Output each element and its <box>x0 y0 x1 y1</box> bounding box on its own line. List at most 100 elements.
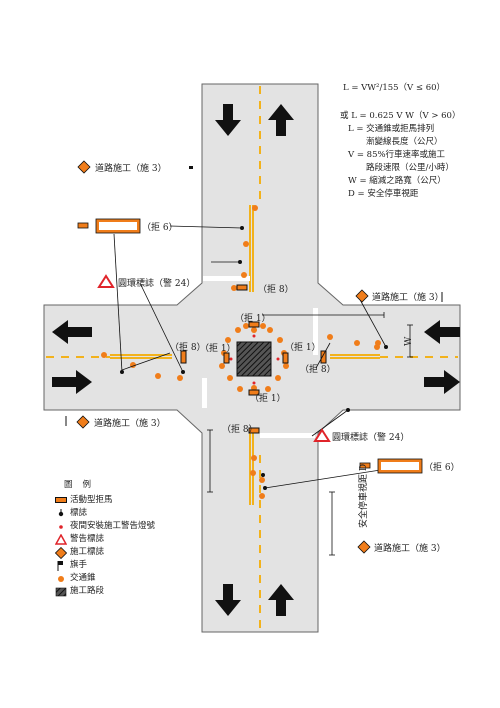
cone-icon <box>241 272 247 278</box>
barrier-8-label: （拒 8） <box>170 341 206 353</box>
width-mark: W <box>404 336 414 346</box>
center-lines <box>46 86 458 630</box>
sign-post-icon <box>52 508 70 519</box>
legend-item: 活動型拒馬 <box>52 494 155 507</box>
legend-label: 警告標誌 <box>70 534 105 544</box>
cone-icon <box>235 327 241 333</box>
barriers <box>180 284 327 434</box>
barrier-8-label: （拒 8） <box>258 283 294 295</box>
formula-line-1: L = VW²/155（V ≤ 60） <box>343 83 446 93</box>
barrier-1-label: （拒 1） <box>200 342 236 354</box>
barrier-icon <box>223 352 230 364</box>
warning-signs <box>97 274 331 442</box>
formula-line-8: D = 安全停車視距 <box>348 189 419 199</box>
barrier-icon <box>282 352 289 364</box>
barrier-1-label: （拒 1） <box>285 341 321 353</box>
sign-post-icon <box>189 166 193 169</box>
cone-icon <box>219 363 225 369</box>
night-light-icon <box>52 522 70 532</box>
flagman-icon <box>52 560 70 571</box>
formula-line-6: 路段速限（公里/小時） <box>366 163 454 173</box>
cone-icon <box>251 327 257 333</box>
cone-icon <box>177 375 183 381</box>
formula-line-3: L = 交通錐或拒馬排列 <box>348 124 435 134</box>
legend-label: 施工標誌 <box>70 547 105 557</box>
barrier-icon <box>77 222 89 229</box>
barrier-6-label: （拒 6） <box>424 461 460 473</box>
legend-label: 夜間安裝施工警告燈號 <box>70 521 156 531</box>
cone-icon <box>277 337 283 343</box>
sign-post-icon <box>261 473 265 477</box>
warning-sign-icon <box>313 428 331 442</box>
barrier-icon <box>248 427 260 434</box>
cone-icon <box>252 205 258 211</box>
cone-icon <box>275 375 281 381</box>
arrow-left-icon <box>52 320 92 344</box>
construction-sign-icon <box>77 160 91 174</box>
barrier-icon <box>320 350 327 364</box>
construction-sign-label: 道路施工（施 3） <box>372 291 444 303</box>
legend-item: 警告標誌 <box>52 533 155 546</box>
cone-icon <box>155 373 161 379</box>
arrow-down-icon <box>215 584 241 616</box>
barrier-icon <box>359 462 371 469</box>
cone-icon <box>237 386 243 392</box>
cone-icon <box>260 323 266 329</box>
legend-item: 旗手 <box>52 559 155 572</box>
flag-posts <box>65 292 443 426</box>
construction-sign-icon <box>52 546 70 559</box>
warning-sign-icon <box>97 274 115 288</box>
construction-sign-icon <box>76 415 90 429</box>
formula-line-4: 漸變線長度（公尺） <box>366 137 443 147</box>
roundabout-sign-label: 圓環標誌（警 24） <box>118 277 195 289</box>
warning-sign-icon <box>52 534 70 545</box>
arrow-down-icon <box>215 104 241 136</box>
cone-icon <box>354 340 360 346</box>
legend-label: 交通錐 <box>70 573 96 583</box>
cone-icon <box>231 285 237 291</box>
cone-icon <box>283 363 289 369</box>
arrow-boards <box>77 218 423 474</box>
barrier-1-label: （拒 1） <box>250 392 286 404</box>
barrier-1-label: （拒 1） <box>235 312 271 324</box>
construction-sign-icon <box>355 289 369 303</box>
legend-item: 施工標誌 <box>52 546 155 559</box>
formula-line-5: V = 85%行車速率或施工 <box>348 150 446 160</box>
legend-label: 施工路段 <box>70 586 105 596</box>
construction-sign-icon <box>357 540 371 554</box>
legend-item: 施工路段 <box>52 585 155 598</box>
construction-sign-label: 道路施工（施 3） <box>374 542 446 554</box>
night-lights <box>229 334 280 385</box>
leader-lines <box>113 225 413 556</box>
cone-icon <box>259 493 265 499</box>
barrier-icon <box>248 389 260 396</box>
safe-distance-label: 安全停車視距 D <box>357 464 369 528</box>
cone-icon <box>259 477 265 483</box>
barrier-icon <box>52 497 70 504</box>
legend-label: 旗手 <box>70 560 88 570</box>
work-zone-icon <box>52 587 70 597</box>
legend-item: 夜間安裝施工警告燈號 <box>52 520 155 533</box>
cone-icon <box>243 323 249 329</box>
cone-icon <box>374 344 380 350</box>
cone-icon <box>265 386 271 392</box>
arrow-right-icon <box>52 370 92 394</box>
barrier-8-label: （拒 8） <box>222 423 258 435</box>
roundabout-sign-label: 圓環標誌（警 24） <box>332 431 409 443</box>
legend-title: 圖例 <box>64 480 102 490</box>
construction-sign-label: 道路施工（施 3） <box>95 162 167 174</box>
cone-icon <box>243 241 249 247</box>
legend-label: 活動型拒馬 <box>70 495 113 505</box>
barrier-icon <box>248 321 260 328</box>
formula-line-7: W = 縮減之路寬（公尺） <box>348 176 446 186</box>
barrier-icon <box>180 350 187 364</box>
arrow-up-icon <box>268 584 294 616</box>
cone-icon <box>327 334 333 340</box>
cone-icon <box>250 470 256 476</box>
arrow-left-icon <box>424 320 460 344</box>
legend-item: 交通錐 <box>52 572 155 585</box>
arrow-up-icon <box>268 104 294 136</box>
stop-lines <box>202 276 318 438</box>
